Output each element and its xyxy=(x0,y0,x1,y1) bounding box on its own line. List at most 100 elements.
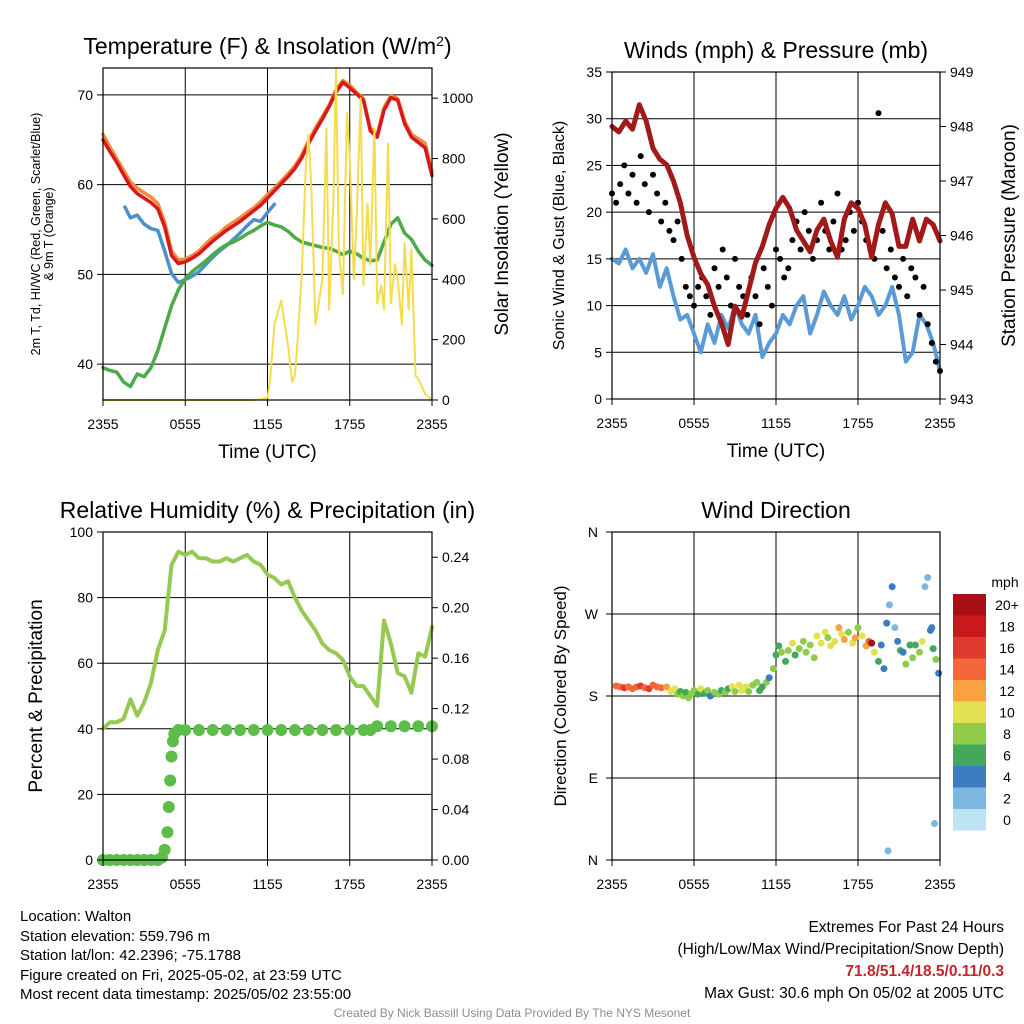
chart-title: Temperature (F) & Insolation (W/m2) xyxy=(83,33,451,59)
direction-tick-label: W xyxy=(585,606,599,622)
wind-direction-point xyxy=(795,645,803,653)
chart-title: Winds (mph) & Pressure (mb) xyxy=(624,37,928,63)
x-tick-label: 1155 xyxy=(252,876,282,892)
x-tick-label: 1755 xyxy=(334,876,365,892)
hi-series-line xyxy=(123,202,277,285)
wind-direction-point xyxy=(827,642,835,650)
t2m-series-line xyxy=(101,80,434,266)
wind-direction-point xyxy=(799,637,807,645)
right-tick-label: 400 xyxy=(442,271,466,287)
wind-speed-legend: mph 20+ 18 16 14 12 10 8 6 4 2 0 xyxy=(953,574,1019,831)
wind-direction-point xyxy=(868,639,876,647)
legend-label: 10 xyxy=(999,705,1015,721)
wind-direction-point xyxy=(745,687,753,695)
precip-point xyxy=(398,720,411,733)
right-tick-label: 800 xyxy=(442,151,466,167)
chart-title: Relative Humidity (%) & Precipitation (i… xyxy=(60,497,475,523)
precip-point xyxy=(288,724,301,737)
right-tick-label: 1000 xyxy=(442,90,473,106)
gust-point xyxy=(645,209,652,216)
left-tick-label: 20 xyxy=(77,786,93,802)
wind-direction-point xyxy=(682,688,690,696)
wind-direction-point xyxy=(906,641,914,649)
precip-point xyxy=(158,843,171,856)
legend-swatch xyxy=(953,787,986,809)
wind-direction-point xyxy=(894,637,902,645)
x-tick-label: 2355 xyxy=(87,416,118,432)
x-tick-label: 2355 xyxy=(87,876,118,892)
gust-point xyxy=(805,227,812,234)
x-tick-label: 2355 xyxy=(924,415,955,431)
direction-tick-label: S xyxy=(589,688,598,704)
gust-point xyxy=(896,283,902,290)
wind-direction-point xyxy=(883,619,891,627)
legend-label: 18 xyxy=(999,619,1015,635)
wind-direction-point xyxy=(888,583,896,591)
wind-direction-point xyxy=(840,636,848,644)
left-tick-label: 60 xyxy=(77,655,93,671)
gust-point xyxy=(932,358,939,365)
x-tick-label: 0555 xyxy=(678,415,709,431)
gust-point xyxy=(715,283,722,290)
wind-direction-point xyxy=(877,641,885,649)
gust-point xyxy=(764,283,771,290)
wind-direction-point xyxy=(791,651,799,659)
wind-direction-point xyxy=(663,683,671,691)
wind-direction-point xyxy=(858,632,866,640)
wind-direction-point xyxy=(704,687,712,695)
y-axis-label-left: Direction (Colored By Speed) xyxy=(551,585,570,806)
wind-direction-point xyxy=(784,646,792,654)
wind-direction-point xyxy=(924,574,932,582)
gust-point xyxy=(621,162,628,169)
gust-point xyxy=(781,274,788,281)
gust-point xyxy=(723,274,730,281)
gust-point xyxy=(879,227,886,234)
gust-point xyxy=(695,283,702,290)
rh-series-line xyxy=(101,549,434,731)
right-tick-label: 947 xyxy=(950,173,974,189)
extremes-values: 71.8/51.4/18.5/0.11/0.3 xyxy=(845,963,1004,980)
y-axis-label-left: 2m T, Td, HI/WC (Red, Green, Scarlet/Blu… xyxy=(29,113,43,356)
gust-point xyxy=(756,321,763,328)
left-tick-label: 40 xyxy=(77,721,93,737)
gust-point xyxy=(666,227,673,234)
x-tick-label: 2355 xyxy=(924,876,955,892)
precip-point xyxy=(302,724,315,737)
left-tick-label: 60 xyxy=(77,177,93,193)
legend-swatch xyxy=(953,680,986,702)
wind-direction-point xyxy=(851,634,859,642)
wind-direction-point xyxy=(921,583,929,591)
gust-point xyxy=(768,302,775,309)
gust-point xyxy=(777,255,784,262)
precip-point xyxy=(192,724,205,737)
wind-direction-point xyxy=(835,624,843,632)
gust-point xyxy=(785,265,792,272)
wind-direction-point xyxy=(885,601,893,609)
gust-point xyxy=(928,339,935,346)
location-text: Location: Walton xyxy=(20,908,132,925)
wind-direction-point xyxy=(849,639,857,647)
wind-direction-point xyxy=(775,642,783,650)
legend-swatch xyxy=(953,615,986,637)
x-axis-label: Time (UTC) xyxy=(727,441,826,462)
recent-data-text: Most recent data timestamp: 2025/05/02 2… xyxy=(20,986,352,1004)
gust-point xyxy=(850,227,857,234)
left-tick-label: 50 xyxy=(77,266,93,282)
wind-direction-point xyxy=(935,669,943,677)
right-tick-label: 944 xyxy=(950,337,974,353)
wind-direction-point xyxy=(769,665,777,673)
x-tick-label: 2355 xyxy=(416,416,447,432)
wind-direction-point xyxy=(821,628,829,636)
gust-point xyxy=(920,283,927,290)
wind-direction-point xyxy=(884,847,892,855)
wind-direction-point xyxy=(902,660,910,668)
legend-title: mph xyxy=(991,574,1018,590)
station-info: Location: Walton Station elevation: 559.… xyxy=(20,907,351,1005)
wind-series-line xyxy=(610,247,942,373)
gust-point xyxy=(773,246,779,253)
left-tick-label: 35 xyxy=(586,64,602,80)
precip-point xyxy=(161,826,174,839)
x-tick-label: 1755 xyxy=(334,416,365,432)
right-tick-label: 949 xyxy=(950,64,974,80)
gust-point xyxy=(883,265,890,272)
